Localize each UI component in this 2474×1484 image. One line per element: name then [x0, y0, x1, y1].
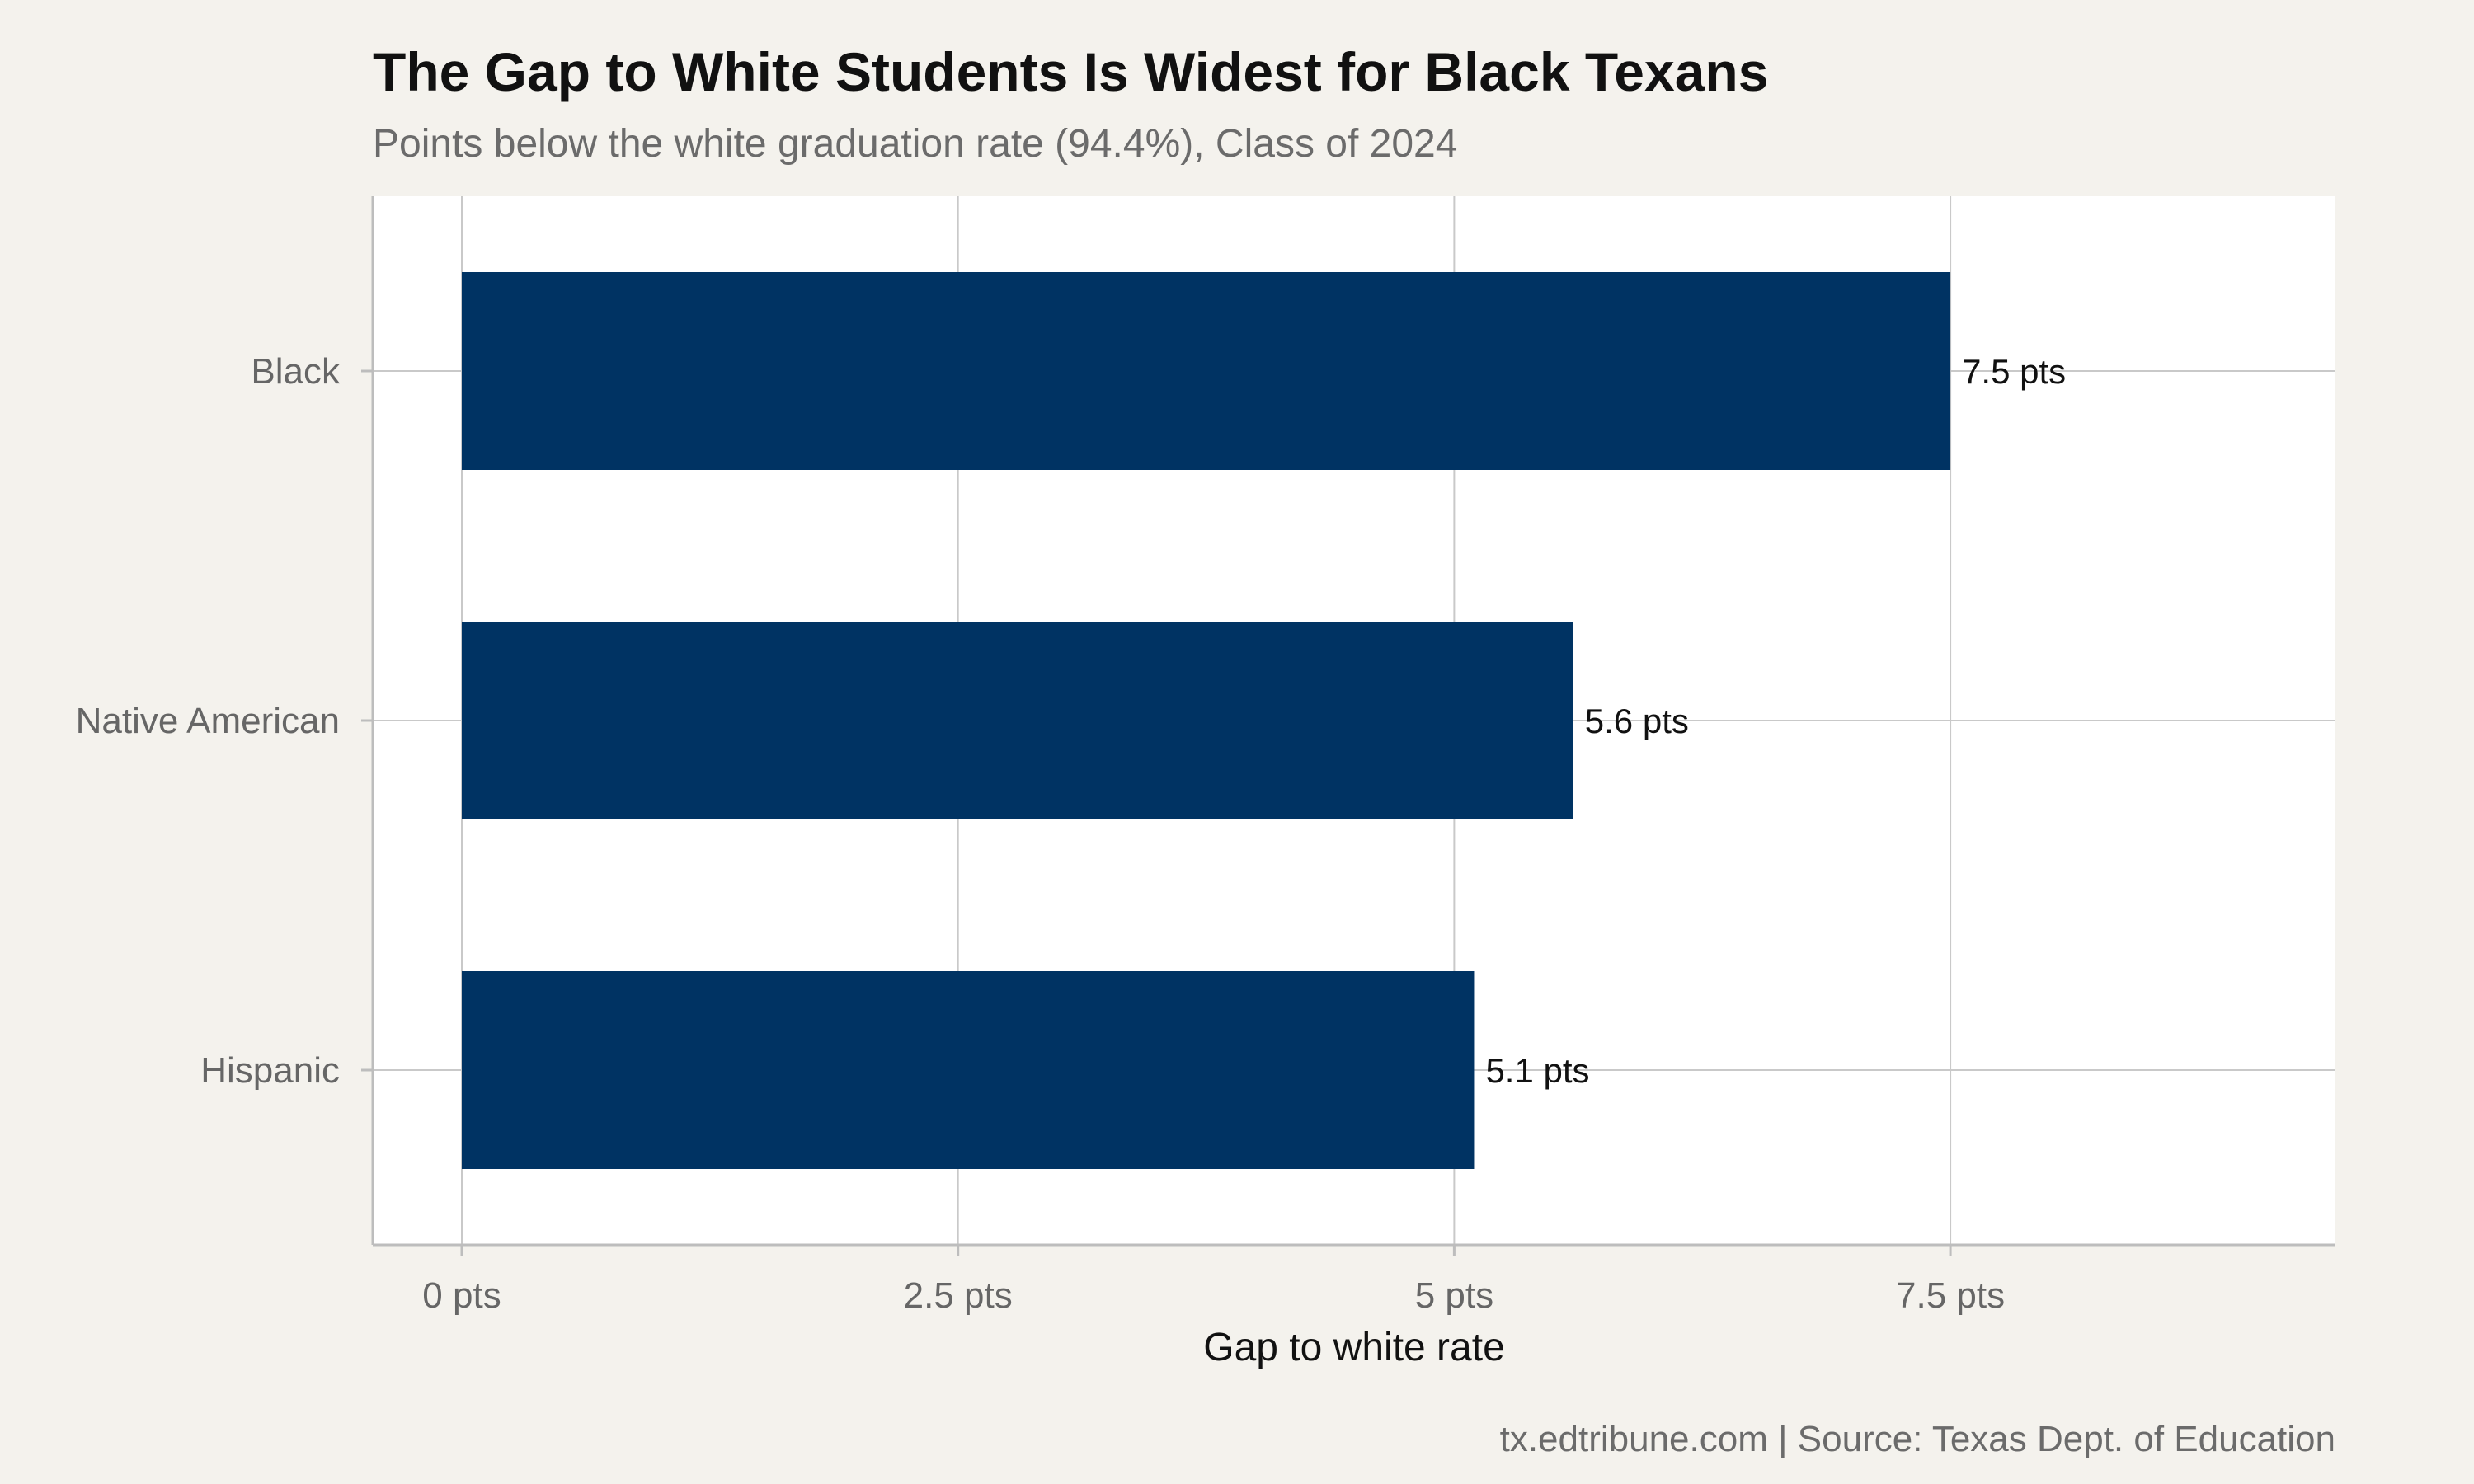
bar-value-label: 5.1 pts: [1485, 1051, 1589, 1090]
x-tick-label: 0 pts: [422, 1275, 501, 1316]
bar-native-american: [462, 622, 1573, 819]
bars: [462, 272, 1951, 1169]
bar-value-label: 7.5 pts: [1962, 352, 2066, 391]
x-axis-ticks: 0 pts 2.5 pts 5 pts 7.5 pts: [422, 1245, 2005, 1316]
y-tick-label: Black: [251, 351, 341, 392]
y-tick-label: Hispanic: [200, 1050, 340, 1091]
x-tick-label: 7.5 pts: [1896, 1275, 2005, 1316]
chart-title: The Gap to White Students Is Widest for …: [373, 41, 1768, 102]
bar-value-labels: 7.5 pts 5.6 pts 5.1 pts: [1485, 352, 2066, 1090]
bar-black: [462, 272, 1951, 470]
y-tick-label: Native American: [76, 701, 340, 741]
chart-caption: tx.edtribune.com | Source: Texas Dept. o…: [1500, 1419, 2335, 1459]
x-axis-title: Gap to white rate: [1203, 1326, 1505, 1369]
x-tick-label: 2.5 pts: [904, 1275, 1013, 1316]
y-axis-ticks: Black Native American Hispanic: [76, 351, 373, 1091]
bar-value-label: 5.6 pts: [1585, 702, 1689, 740]
bar-hispanic: [462, 971, 1475, 1169]
chart-subtitle: Points below the white graduation rate (…: [373, 122, 1457, 166]
x-tick-label: 5 pts: [1415, 1275, 1493, 1316]
